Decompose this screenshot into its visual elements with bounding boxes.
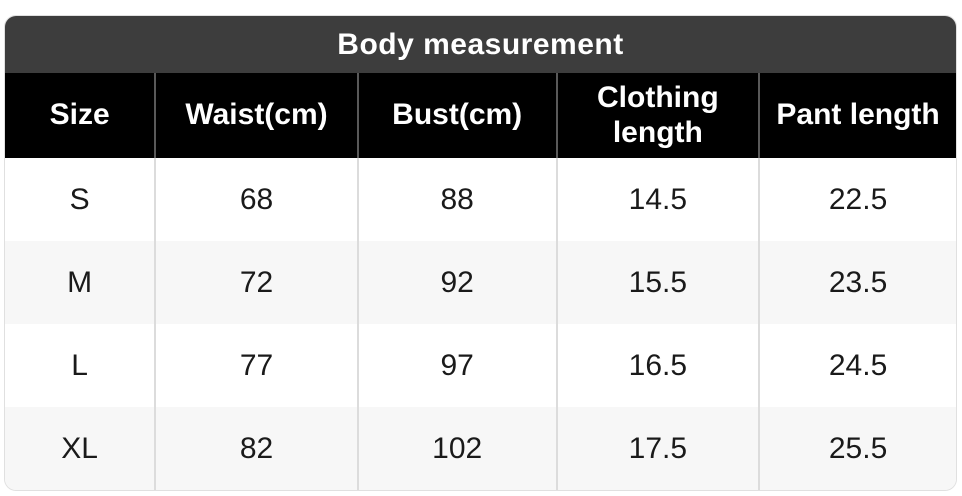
cell-bust: 102 bbox=[356, 407, 557, 490]
cell-clothing-length: 15.5 bbox=[555, 241, 760, 324]
cell-pant-length: 22.5 bbox=[758, 158, 956, 241]
cell-size: S bbox=[5, 158, 156, 241]
cell-clothing-length: 16.5 bbox=[555, 324, 760, 407]
body-measurement-table: Size Waist(cm) Bust(cm) Clothing length … bbox=[5, 73, 956, 490]
column-header-clothing-length: Clothing length bbox=[555, 73, 760, 158]
cell-bust: 88 bbox=[356, 158, 557, 241]
table-row-l: L 77 97 16.5 24.5 bbox=[5, 324, 956, 407]
column-header-waist: Waist(cm) bbox=[154, 73, 358, 158]
cell-clothing-length: 17.5 bbox=[555, 407, 760, 490]
cell-waist: 72 bbox=[154, 241, 358, 324]
cell-size: L bbox=[5, 324, 156, 407]
column-header-bust: Bust(cm) bbox=[356, 73, 557, 158]
cell-pant-length: 23.5 bbox=[758, 241, 956, 324]
table-row-m: M 72 92 15.5 23.5 bbox=[5, 241, 956, 324]
cell-pant-length: 25.5 bbox=[758, 407, 956, 490]
column-header-pant-length: Pant length bbox=[758, 73, 956, 158]
body-measurement-size-chart: Body measurement Size Waist(cm) Bust(cm)… bbox=[4, 15, 957, 491]
size-chart-title: Body measurement bbox=[337, 27, 624, 61]
cell-bust: 97 bbox=[356, 324, 557, 407]
column-header-size: Size bbox=[5, 73, 156, 158]
table-row-s: S 68 88 14.5 22.5 bbox=[5, 158, 956, 241]
size-chart-title-bar: Body measurement bbox=[5, 16, 956, 73]
cell-pant-length: 24.5 bbox=[758, 324, 956, 407]
cell-bust: 92 bbox=[356, 241, 557, 324]
cell-size: M bbox=[5, 241, 156, 324]
cell-waist: 77 bbox=[154, 324, 358, 407]
cell-waist: 68 bbox=[154, 158, 358, 241]
table-row-xl: XL 82 102 17.5 25.5 bbox=[5, 407, 956, 490]
header-row: Size Waist(cm) Bust(cm) Clothing length … bbox=[5, 73, 956, 158]
cell-waist: 82 bbox=[154, 407, 358, 490]
cell-size: XL bbox=[5, 407, 156, 490]
cell-clothing-length: 14.5 bbox=[555, 158, 760, 241]
